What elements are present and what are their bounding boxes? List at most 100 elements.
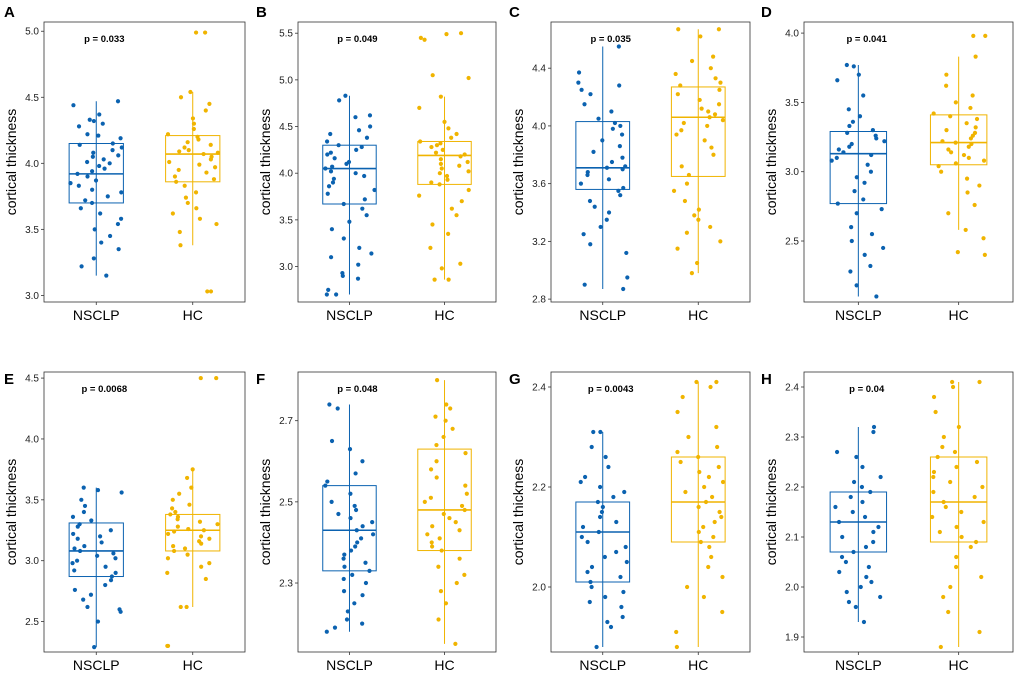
data-point bbox=[606, 464, 611, 470]
data-point bbox=[438, 157, 443, 162]
data-point bbox=[953, 100, 958, 105]
y-tick-label: 4.0 bbox=[25, 159, 39, 170]
iqr-box bbox=[322, 485, 377, 572]
y-tick-label: 3.0 bbox=[25, 556, 39, 567]
data-point bbox=[348, 548, 354, 553]
data-point bbox=[968, 544, 973, 550]
data-point bbox=[352, 601, 357, 606]
data-point bbox=[846, 107, 851, 112]
data-point bbox=[185, 552, 190, 557]
plot-frame bbox=[550, 371, 751, 653]
data-point bbox=[327, 402, 332, 407]
data-point bbox=[623, 544, 628, 550]
y-tick-label: 4.0 bbox=[25, 434, 39, 445]
x-category-label: NSCLP bbox=[579, 307, 626, 323]
data-point bbox=[367, 568, 372, 573]
box-hc bbox=[929, 33, 988, 257]
data-point bbox=[440, 147, 445, 152]
data-point bbox=[954, 524, 959, 530]
data-point bbox=[979, 574, 984, 580]
p-value: p = 0.049 bbox=[337, 34, 377, 45]
iqr-box bbox=[575, 501, 631, 583]
data-point bbox=[716, 27, 721, 32]
data-point bbox=[171, 548, 177, 554]
data-point bbox=[703, 499, 709, 505]
data-point bbox=[674, 132, 679, 137]
y-tick-label: 2.2 bbox=[532, 483, 546, 494]
y-tick-label: 4.4 bbox=[532, 64, 546, 75]
data-point bbox=[78, 206, 83, 211]
data-point bbox=[434, 475, 439, 480]
data-point bbox=[706, 564, 711, 570]
data-point bbox=[178, 243, 183, 248]
data-point bbox=[600, 504, 605, 510]
data-point bbox=[581, 232, 586, 237]
iqr-box bbox=[417, 140, 472, 185]
data-point bbox=[579, 534, 584, 540]
data-point bbox=[178, 95, 184, 100]
data-point bbox=[585, 539, 590, 545]
data-point bbox=[175, 524, 180, 529]
data-point bbox=[944, 128, 949, 133]
data-point bbox=[207, 561, 212, 566]
data-point bbox=[367, 113, 373, 118]
data-point bbox=[362, 197, 367, 202]
data-point bbox=[608, 624, 614, 630]
data-point bbox=[956, 424, 961, 430]
y-tick-label: 2.4 bbox=[532, 383, 546, 394]
box-hc bbox=[165, 30, 221, 294]
data-point bbox=[844, 589, 849, 595]
data-point bbox=[849, 238, 854, 244]
data-point bbox=[462, 572, 467, 577]
data-point bbox=[618, 123, 623, 129]
data-point bbox=[696, 207, 701, 212]
data-point bbox=[118, 136, 123, 141]
data-point bbox=[436, 617, 441, 622]
data-point bbox=[596, 529, 601, 535]
data-point bbox=[118, 216, 124, 221]
data-point bbox=[177, 491, 182, 496]
data-point bbox=[714, 379, 719, 385]
data-point bbox=[363, 560, 368, 565]
data-point bbox=[878, 474, 883, 480]
data-point bbox=[337, 98, 342, 103]
data-point bbox=[182, 183, 187, 188]
box-nsclp bbox=[829, 424, 888, 625]
data-point bbox=[433, 414, 438, 419]
data-point bbox=[971, 33, 976, 38]
data-point bbox=[348, 491, 353, 496]
data-point bbox=[185, 475, 190, 481]
data-point bbox=[88, 592, 94, 597]
data-point bbox=[713, 76, 718, 81]
x-category-label: NSCLP bbox=[835, 307, 882, 323]
iqr-box bbox=[165, 135, 221, 183]
data-point bbox=[624, 559, 629, 565]
data-point bbox=[99, 240, 104, 245]
y-tick-label: 4.5 bbox=[25, 374, 39, 385]
data-point bbox=[457, 528, 462, 533]
data-point bbox=[95, 487, 101, 493]
data-point bbox=[698, 34, 703, 39]
data-point bbox=[168, 512, 173, 517]
data-point bbox=[449, 135, 454, 140]
data-point bbox=[708, 384, 713, 390]
data-point bbox=[856, 72, 861, 77]
y-tick-label: 2.4 bbox=[785, 383, 799, 394]
data-point bbox=[845, 130, 850, 135]
data-point bbox=[589, 584, 594, 590]
data-point bbox=[625, 275, 630, 280]
data-point bbox=[355, 540, 360, 545]
data-point bbox=[328, 169, 334, 174]
data-point bbox=[462, 152, 467, 157]
data-point bbox=[694, 260, 700, 266]
data-point bbox=[871, 529, 876, 535]
data-point bbox=[434, 143, 440, 148]
data-point bbox=[214, 375, 219, 381]
data-point bbox=[336, 511, 341, 517]
data-point bbox=[599, 509, 605, 515]
data-point bbox=[107, 161, 112, 166]
data-point bbox=[949, 150, 954, 155]
data-point bbox=[946, 147, 951, 152]
